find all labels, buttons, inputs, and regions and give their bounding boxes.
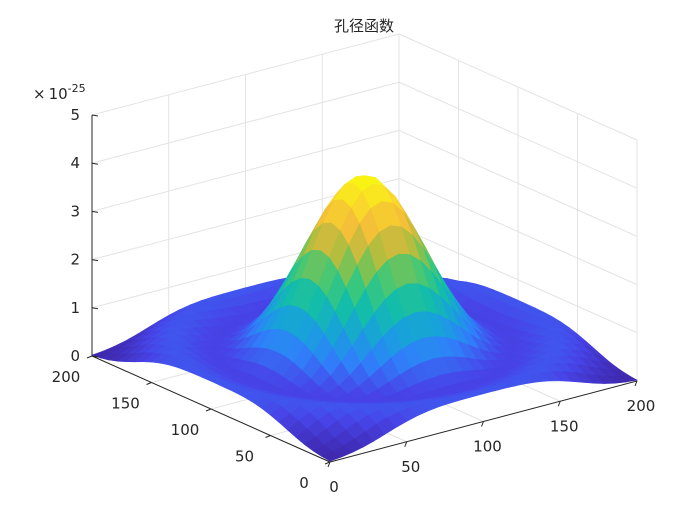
z-exponent-times: ×: [33, 85, 46, 103]
y-tick-label: 200: [52, 368, 81, 386]
z-tick-mark: [91, 114, 99, 117]
z-tick-label: 3: [70, 202, 80, 220]
side-wall-grid-z: [398, 129, 638, 237]
z-tick-label: 4: [70, 154, 80, 172]
z-tick-mark: [91, 210, 99, 213]
back-wall-grid-z: [91, 129, 400, 212]
z-tick-label: 1: [70, 299, 80, 317]
axes: [86, 114, 638, 468]
x-tick-label: 200: [627, 397, 656, 415]
z-tick-label: 5: [70, 106, 80, 124]
y-tick-label: 50: [235, 448, 254, 466]
z-tick-mark: [91, 162, 99, 165]
y-tick-label: 150: [111, 395, 140, 413]
z-exponent-label: × 10-25: [33, 82, 86, 103]
y-tick-mark: [205, 408, 212, 412]
y-tick-mark: [324, 461, 331, 465]
side-wall-grid-z: [398, 33, 638, 141]
z-tick-mark: [91, 355, 99, 358]
y-tick-mark: [86, 355, 93, 359]
z-exponent-base: 10: [49, 85, 68, 103]
side-wall-grid-z: [398, 81, 638, 189]
z-tick-label: 0: [70, 347, 80, 365]
y-tick-mark: [265, 435, 271, 438]
z-tick-label: 2: [70, 251, 80, 269]
x-tick-mark: [481, 421, 484, 427]
x-tick-label: 0: [329, 478, 339, 496]
y-tick-mark: [146, 382, 152, 385]
x-tick-label: 150: [550, 417, 579, 435]
back-wall-grid-z: [91, 81, 400, 164]
x-tick-label: 100: [473, 438, 502, 456]
z-exponent-power: -25: [68, 82, 86, 95]
x-tick-label: 50: [401, 458, 420, 476]
x-tick-mark: [557, 401, 561, 407]
tick-labels: 0 50 100 150 200 0 50 100 150 200 0 1 2 3 4 5: [52, 106, 656, 496]
z-tick-mark: [91, 259, 99, 262]
z-tick-mark: [91, 307, 99, 310]
chart-title: 孔径函数: [334, 17, 394, 35]
surface-patch: [320, 451, 342, 462]
side-wall-grid-z: [398, 178, 638, 286]
y-tick-label: 0: [299, 474, 309, 492]
x-tick-mark: [404, 441, 408, 447]
surface-mesh: [91, 175, 638, 462]
x-tick-mark: [634, 380, 638, 387]
y-tick-label: 100: [171, 421, 200, 439]
side-wall-grid-z: [398, 226, 638, 334]
x-tick-mark: [327, 461, 331, 468]
back-wall-grid-z: [91, 33, 400, 116]
